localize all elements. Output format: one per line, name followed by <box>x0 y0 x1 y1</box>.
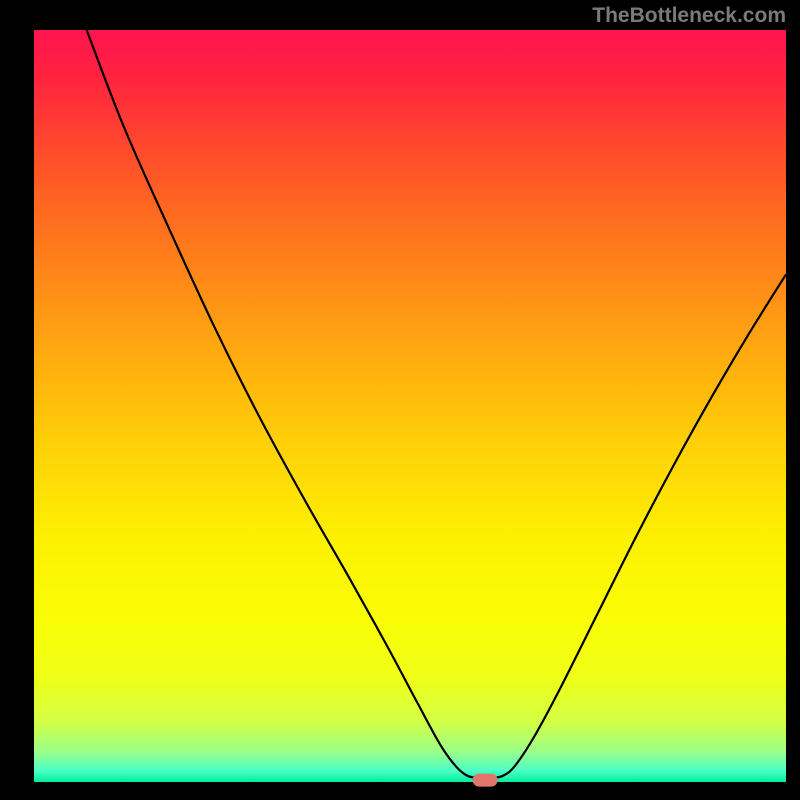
plot-area <box>34 30 786 782</box>
optimum-marker <box>473 773 498 786</box>
curve-svg <box>34 30 786 782</box>
watermark-text: TheBottleneck.com <box>592 4 786 28</box>
bottleneck-curve <box>87 30 786 778</box>
